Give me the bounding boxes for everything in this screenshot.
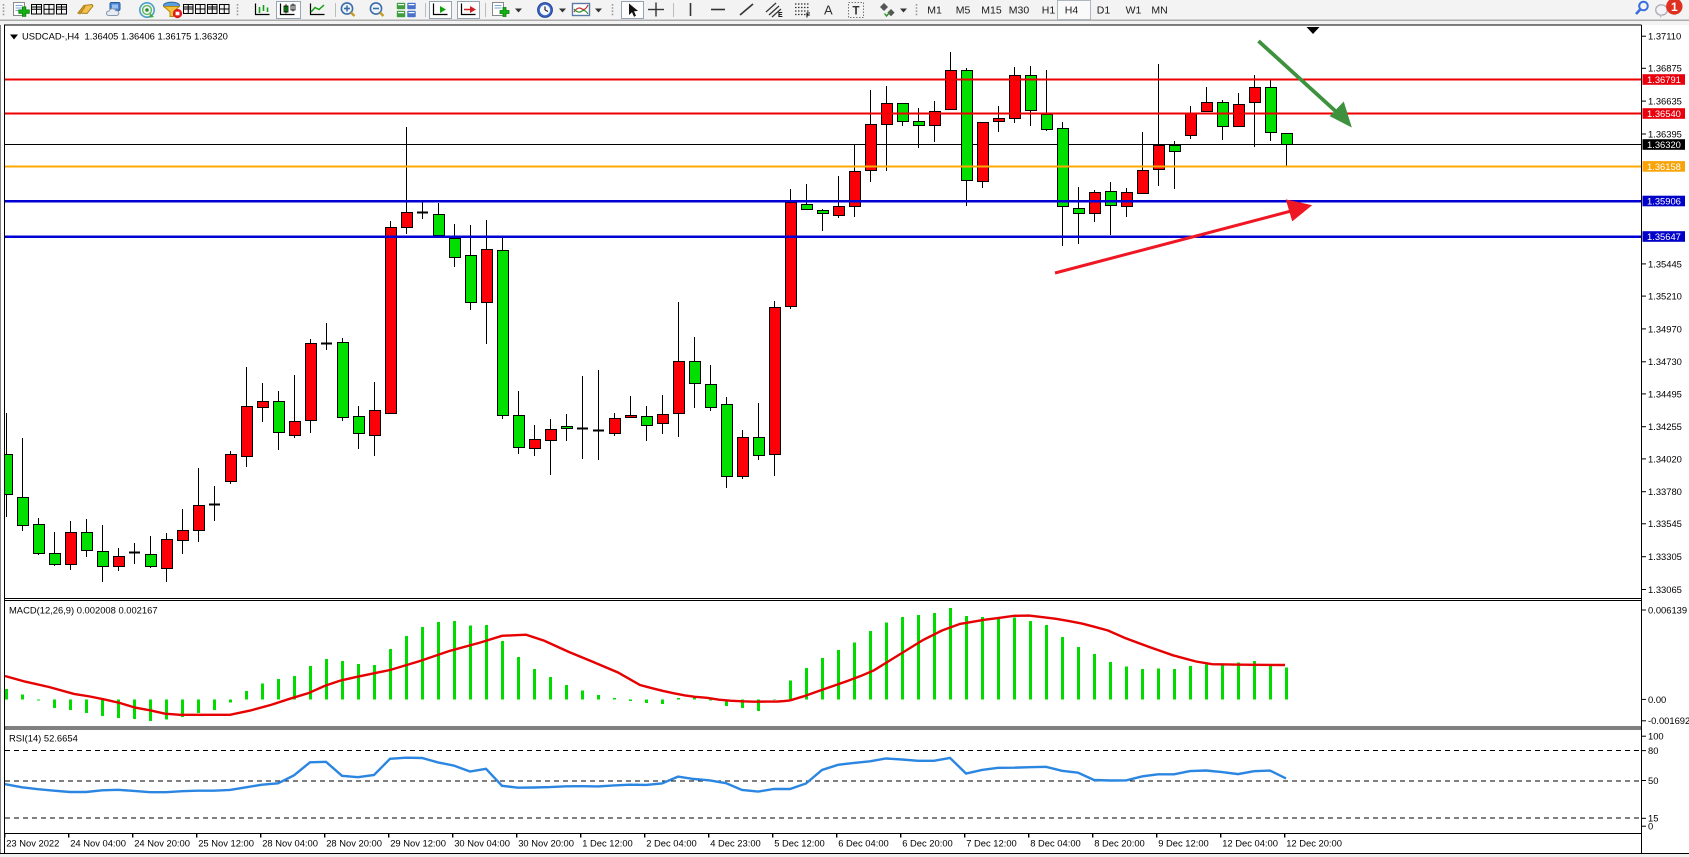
svg-text:80: 80: [1648, 745, 1658, 756]
svg-text:6 Dec 04:00: 6 Dec 04:00: [838, 838, 889, 849]
svg-text:4 Dec 23:00: 4 Dec 23:00: [710, 838, 761, 849]
svg-text:1.34730: 1.34730: [1648, 356, 1682, 367]
svg-text:1.34020: 1.34020: [1648, 453, 1682, 464]
svg-text:1.35647: 1.35647: [1647, 231, 1681, 242]
svg-text:1.36158: 1.36158: [1647, 161, 1681, 172]
svg-text:T: T: [853, 6, 860, 18]
svg-text:1: 1: [1671, 0, 1678, 14]
svg-text:0.00: 0.00: [1648, 694, 1666, 705]
svg-text:24 Nov 20:00: 24 Nov 20:00: [134, 838, 190, 849]
svg-text:7 Dec 12:00: 7 Dec 12:00: [966, 838, 1017, 849]
svg-text:1.37110: 1.37110: [1648, 31, 1681, 42]
svg-text:M1: M1: [927, 5, 942, 17]
svg-text:30 Nov 04:00: 30 Nov 04:00: [454, 838, 510, 849]
svg-text:RSI(14) 52.6654: RSI(14) 52.6654: [9, 733, 78, 744]
svg-text:0.006139: 0.006139: [1648, 604, 1687, 615]
svg-text:1.34495: 1.34495: [1648, 388, 1682, 399]
svg-text:1.34255: 1.34255: [1648, 421, 1682, 432]
svg-text:1.35210: 1.35210: [1648, 291, 1682, 302]
svg-text:1.36791: 1.36791: [1647, 74, 1681, 85]
svg-text:MN: MN: [1151, 5, 1167, 17]
svg-text:USDCAD-,H4 1.36405 1.36406 1.: USDCAD-,H4 1.36405 1.36406 1.36175 1.363…: [22, 31, 228, 42]
svg-text:-0.001692: -0.001692: [1648, 715, 1689, 726]
svg-text:8 Dec 04:00: 8 Dec 04:00: [1030, 838, 1081, 849]
svg-text:1.35906: 1.35906: [1647, 196, 1681, 207]
svg-text:24 Nov 04:00: 24 Nov 04:00: [70, 838, 126, 849]
svg-text:5 Dec 12:00: 5 Dec 12:00: [774, 838, 825, 849]
svg-text:1.36635: 1.36635: [1648, 96, 1682, 107]
svg-text:50: 50: [1648, 775, 1658, 786]
svg-text:1.33305: 1.33305: [1648, 551, 1682, 562]
svg-text:6 Dec 20:00: 6 Dec 20:00: [902, 838, 953, 849]
svg-text:1.35445: 1.35445: [1648, 258, 1682, 269]
svg-text:1.34970: 1.34970: [1648, 323, 1682, 334]
svg-text:A: A: [824, 3, 833, 18]
svg-text:29 Nov 12:00: 29 Nov 12:00: [390, 838, 446, 849]
svg-text:M30: M30: [1009, 5, 1030, 17]
svg-text:28 Nov 20:00: 28 Nov 20:00: [326, 838, 382, 849]
svg-text:M15: M15: [981, 5, 1002, 17]
svg-text:F: F: [806, 13, 811, 20]
svg-text:12 Dec 04:00: 12 Dec 04:00: [1222, 838, 1278, 849]
svg-text:1.36395: 1.36395: [1648, 128, 1682, 139]
svg-text:1.33545: 1.33545: [1648, 518, 1682, 529]
svg-text:1.36875: 1.36875: [1648, 63, 1682, 74]
svg-text:0: 0: [1648, 821, 1653, 832]
svg-text:28 Nov 04:00: 28 Nov 04:00: [262, 838, 318, 849]
svg-text:1.36320: 1.36320: [1647, 139, 1681, 150]
svg-text:1.33065: 1.33065: [1648, 584, 1682, 595]
svg-text:100: 100: [1648, 731, 1664, 742]
svg-text:8 Dec 20:00: 8 Dec 20:00: [1094, 838, 1145, 849]
svg-text:2 Dec 04:00: 2 Dec 04:00: [646, 838, 697, 849]
svg-text:W1: W1: [1126, 5, 1142, 17]
svg-text:23 Nov 2022: 23 Nov 2022: [6, 838, 59, 849]
svg-text:E: E: [778, 12, 783, 19]
svg-text:H1: H1: [1042, 5, 1056, 17]
svg-text:15: 15: [1648, 813, 1658, 824]
svg-text:12 Dec 20:00: 12 Dec 20:00: [1286, 838, 1342, 849]
svg-text:30 Nov 20:00: 30 Nov 20:00: [518, 838, 574, 849]
svg-text:MACD(12,26,9) 0.002008 0.00216: MACD(12,26,9) 0.002008 0.002167: [9, 605, 158, 616]
svg-text:D1: D1: [1097, 5, 1111, 17]
svg-text:1.36540: 1.36540: [1647, 108, 1681, 119]
svg-text:M5: M5: [956, 5, 971, 17]
svg-text:1.33780: 1.33780: [1648, 486, 1682, 497]
svg-text:1 Dec 12:00: 1 Dec 12:00: [582, 838, 633, 849]
svg-text:H4: H4: [1065, 5, 1079, 17]
svg-text:25 Nov 12:00: 25 Nov 12:00: [198, 838, 254, 849]
svg-text:9 Dec 12:00: 9 Dec 12:00: [1158, 838, 1209, 849]
